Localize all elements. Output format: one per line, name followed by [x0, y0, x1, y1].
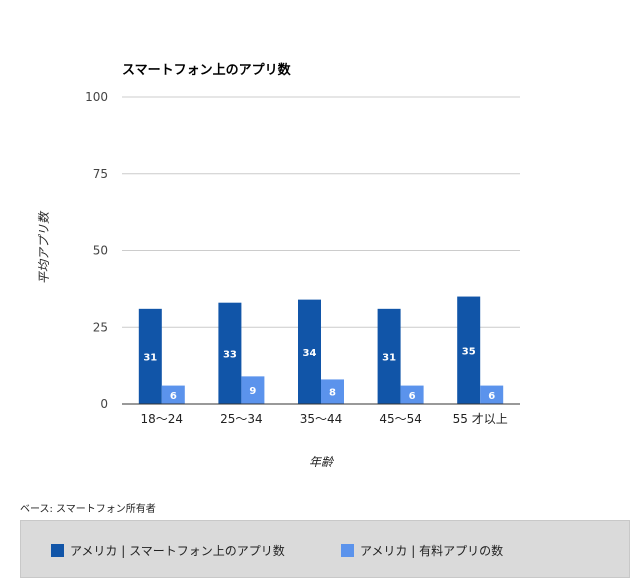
y-tick-labels: 0 25 50 75 100: [85, 90, 108, 411]
y-tick-label: 0: [100, 397, 108, 411]
bar-data-label: 35: [462, 346, 476, 357]
bar: [161, 385, 185, 404]
category-label: 55 才以上: [453, 412, 508, 426]
bar: [321, 379, 344, 404]
bar: [480, 385, 504, 404]
x-axis-title: 年齢: [309, 455, 335, 469]
bar: [298, 299, 321, 404]
y-tick-label: 100: [85, 90, 108, 104]
legend-swatch-paid-apps: [341, 544, 354, 557]
bar: [218, 302, 242, 404]
bar: [400, 385, 424, 404]
legend-label-paid-apps: アメリカ | 有料アプリの数: [360, 544, 504, 558]
category-labels: 18〜24 25〜34 35〜44 45〜54 55 才以上: [141, 412, 508, 426]
legend-swatch-apps: [51, 544, 64, 557]
bar: [377, 308, 401, 404]
base-note: ベース: スマートフォン所有者: [20, 504, 156, 515]
bar: [241, 376, 265, 404]
bar-data-label: 8: [329, 388, 336, 399]
y-tick-label: 75: [93, 167, 108, 181]
bar-data-label: 6: [488, 391, 495, 402]
bar: [457, 296, 481, 404]
category-label: 25〜34: [220, 412, 263, 426]
legend-item-apps[interactable]: アメリカ | スマートフォン上のアプリ数: [51, 542, 285, 559]
category-label: 18〜24: [141, 412, 184, 426]
y-tick-label: 50: [93, 244, 108, 258]
bar-data-label: 31: [143, 352, 157, 363]
bar-data-label: 6: [409, 391, 416, 402]
category-label: 45〜54: [379, 412, 422, 426]
bar: [138, 308, 162, 404]
legend-label-apps: アメリカ | スマートフォン上のアプリ数: [70, 544, 285, 558]
y-tick-label: 25: [93, 320, 108, 334]
bar-data-label: 31: [382, 352, 396, 363]
bars: 31 6 33 9 34 8 31 6 35 6: [138, 296, 504, 404]
bar-data-label: 9: [249, 386, 256, 397]
bar-data-label: 33: [223, 349, 237, 360]
category-label: 35〜44: [300, 412, 343, 426]
legend: アメリカ | スマートフォン上のアプリ数 アメリカ | 有料アプリの数: [20, 520, 630, 578]
y-axis-title: 平均アプリ数: [37, 210, 51, 284]
chart: スマートフォン上のアプリ数 0 25 50 75 100 31 6 33 9 34 8 31 6 35 6…: [37, 62, 520, 469]
legend-item-paid-apps[interactable]: アメリカ | 有料アプリの数: [341, 542, 503, 559]
bar-data-label: 34: [303, 348, 317, 359]
gridlines: [122, 96, 520, 328]
bar-data-label: 6: [170, 391, 177, 402]
chart-title: スマートフォン上のアプリ数: [122, 62, 292, 78]
